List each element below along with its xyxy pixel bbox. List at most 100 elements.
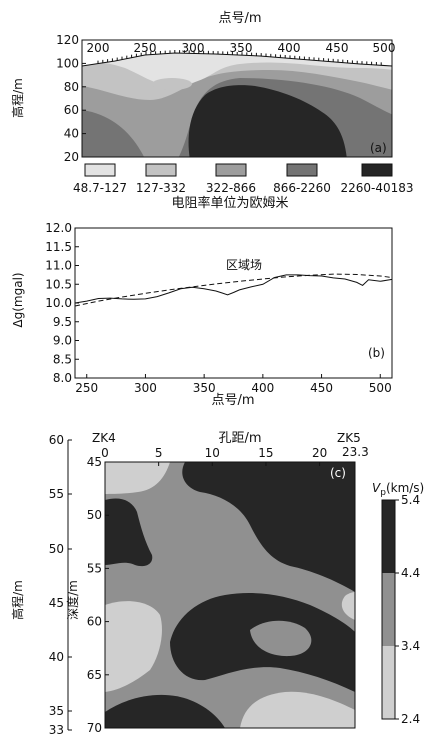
panel-b-y-tick-label: 8.5 [53, 352, 72, 366]
panel-a-y-tick-label: 100 [56, 56, 79, 70]
panel-b-frame [74, 227, 393, 379]
depth-tick-label: 70 [87, 721, 102, 735]
legend-swatch [145, 163, 177, 177]
legend-label: 2260-40183 [340, 181, 413, 195]
panel-a-y-tick-label: 40 [64, 127, 79, 141]
velocity-high-topright [182, 462, 355, 592]
velocity-map [105, 462, 355, 728]
legend-label: 127-332 [136, 181, 186, 195]
legend-swatch [215, 163, 247, 177]
panel-b: Δg(mgal) 点号/m 区域场 (b) 12.0 11.5 11.0 10.5 10… [11, 221, 393, 408]
panel-a-y-tick-label: 60 [64, 103, 79, 117]
elevation-axis-label: 高程/m [10, 580, 25, 620]
panel-b-x-tick-label: 400 [251, 381, 274, 395]
depth-tick-label: 60 [87, 615, 102, 629]
panel-b-x-tick-label: 350 [193, 381, 216, 395]
panel-b-y-tick-label: 10.5 [45, 277, 72, 291]
elevation-tick-label: 45 [49, 596, 64, 610]
panel-a-x-tick-label: 200 [87, 41, 110, 55]
colorbar-tick-label: 3.4 [401, 639, 420, 653]
panel-b-x-tick-label: 500 [369, 381, 392, 395]
elevation-tick-label: 50 [49, 542, 64, 556]
legend-swatch [361, 163, 393, 177]
velocity-mid-pocket [250, 620, 312, 657]
elevation-tick-label: 35 [49, 704, 64, 718]
panel-c-top-label: 孔距/m [218, 431, 261, 446]
panel-a-ylabel: 高程/m [10, 78, 25, 118]
panel-a-x-tick-label: 400 [278, 41, 301, 55]
legend-swatch [286, 163, 318, 177]
panel-b-y-tick-label: 11.5 [45, 240, 72, 254]
panel-b-y-tick-label: 10.0 [45, 296, 72, 310]
colorbar-tick-label: 2.4 [401, 712, 420, 726]
panel-a-x-tick-label: 350 [230, 41, 253, 55]
resistivity-unit-note: 电阻率单位为欧姆米 [171, 195, 288, 211]
distance-tick-label: 5 [155, 446, 163, 460]
panel-b-x-tick-label: 250 [75, 381, 98, 395]
panel-b-y-ticks: 12.0 11.5 11.0 10.5 10.0 9.5 9.0 8.5 8.0 [45, 221, 79, 385]
panel-b-series [74, 273, 393, 307]
colorbar-tick-label: 4.4 [401, 566, 420, 580]
resistivity-pocket-127 [152, 78, 192, 90]
depth-tick-label: 65 [87, 668, 102, 682]
panel-a-x-ticks: 200 250 300 350 400 450 500 [87, 41, 396, 55]
depth-tick-label: 55 [87, 561, 102, 575]
panel-a-y-ticks: 120 100 80 60 40 20 [56, 33, 86, 164]
depth-ticks: 45 50 55 60 65 70 [87, 455, 109, 735]
colorbar-tick-label: 5.4 [401, 493, 420, 507]
panel-a-xlabel: 点号/m [218, 11, 261, 26]
regional-field-line [74, 273, 393, 307]
legend-label: 866-2260 [273, 181, 331, 195]
panel-a: 点号/m 高程/m 120 100 80 60 40 20 200 250 300 350 400… [10, 11, 414, 211]
distance-tick-label: 20 [312, 446, 327, 460]
panel-a-frame [81, 39, 393, 158]
panel-c-frame [104, 461, 356, 729]
velocity-colorbar [381, 499, 396, 720]
zk4-label: ZK4 [92, 431, 116, 445]
colorbar-frame [381, 499, 396, 720]
panel-b-label: (b) [368, 346, 385, 360]
colorbar-title: Vp(km/s) [372, 481, 424, 498]
velocity-high-bottom [105, 694, 225, 728]
elevation-tick-label: 40 [49, 650, 64, 664]
distance-tick-label: 0 [101, 446, 109, 460]
panel-b-y-tick-label: 9.5 [53, 315, 72, 329]
colorbar-ticks: 5.4 4.4 3.4 2.4 [395, 493, 420, 726]
panel-a-y-tick-label: 20 [64, 150, 79, 164]
panel-a-x-tick-label: 300 [182, 41, 205, 55]
panel-b-x-tick-label: 450 [310, 381, 333, 395]
panel-b-x-ticks: 250 300 350 400 450 500 [75, 374, 392, 395]
panel-b-ylabel: Δg(mgal) [11, 272, 25, 327]
depth-axis-label: 深度/m [65, 580, 80, 620]
resistivity-band-48 [82, 53, 392, 86]
panel-b-y-tick-label: 11.0 [45, 259, 72, 273]
colorbar-low [382, 646, 395, 719]
velocity-high-left [105, 498, 153, 567]
elevation-tick-label: 55 [49, 487, 64, 501]
panel-a-x-tick-label: 250 [134, 41, 157, 55]
resistivity-legend: 48.7-127 127-332 322-866 866-2260 2260-40183 [73, 163, 414, 195]
panel-a-label: (a) [370, 141, 387, 155]
elevation-tick-label: 60 [49, 433, 64, 447]
regional-field-annotation: 区域场 [226, 258, 262, 272]
legend-label: 48.7-127 [73, 181, 127, 195]
colorbar-high [382, 500, 395, 573]
legend-swatch [84, 163, 116, 177]
station-ticks [97, 50, 382, 66]
velocity-low-bottom-right [240, 691, 355, 728]
panel-a-y-tick-label: 80 [64, 80, 79, 94]
resistivity-band-2260 [188, 85, 347, 157]
panel-b-xlabel: 点号/m [211, 393, 254, 408]
panel-b-x-tick-label: 300 [134, 381, 157, 395]
gravity-anomaly-line [74, 274, 393, 304]
panel-a-y-tick-label: 120 [56, 33, 79, 47]
panel-b-y-tick-label: 9.0 [53, 334, 72, 348]
velocity-low-right-pocket [341, 592, 355, 620]
distance-ticks: 0 5 10 15 20 [101, 446, 327, 466]
colorbar-mid [382, 573, 395, 646]
elevation-tick-label: 33 [49, 723, 64, 737]
depth-tick-label: 50 [87, 508, 102, 522]
panel-c-label: (c) [330, 466, 346, 480]
